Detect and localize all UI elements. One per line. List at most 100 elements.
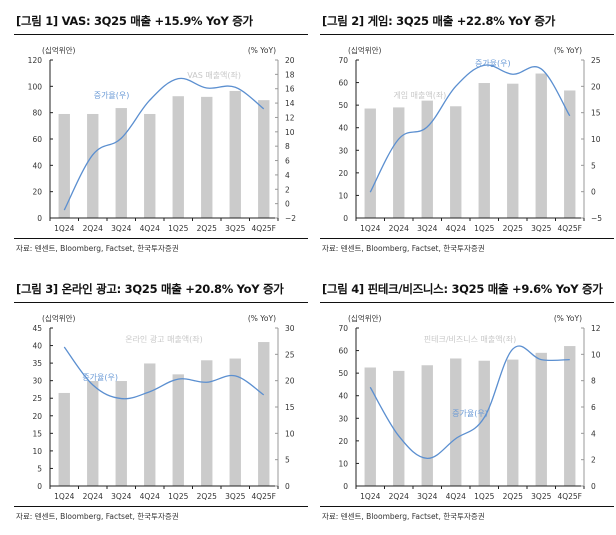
x-tick-label: 4Q24: [446, 224, 466, 233]
left-tick-label: 100: [28, 82, 43, 91]
bar-series-label: VAS 매출액(좌): [187, 70, 241, 80]
right-tick-label: 20: [285, 377, 295, 386]
bar-3Q25: [229, 90, 241, 218]
bar-3Q24: [421, 100, 433, 218]
left-axis-unit: (십억위안): [348, 313, 382, 323]
bar-1Q24: [58, 113, 70, 218]
right-tick-label: 16: [285, 85, 295, 94]
bar-1Q25: [172, 374, 184, 486]
right-tick-label: 5: [591, 161, 596, 170]
source-rule: [320, 506, 614, 507]
right-tick-label: 30: [285, 324, 295, 333]
x-tick-label: 4Q24: [140, 492, 160, 501]
source-rule: [320, 238, 614, 239]
left-tick-label: 30: [32, 377, 42, 386]
chart-4: (십억위안) (% YoY) 0 10 20 30 40 50 60 70 0 2 4 6 8 10 12 1Q2…: [338, 313, 600, 501]
left-tick-label: 20: [32, 188, 42, 197]
bar-series-label: 온라인 광고 매출액(좌): [125, 334, 203, 344]
right-tick-label: 14: [285, 99, 295, 108]
line-series-label: 증가율(우): [94, 91, 130, 100]
figure-title: [그림 4] 핀테크/비즈니스: 3Q25 매출 +9.6% YoY 증가: [322, 282, 603, 296]
right-tick-label: 12: [285, 113, 295, 122]
left-axis-unit: (십억위안): [42, 313, 76, 323]
right-tick-label: 18: [285, 70, 295, 79]
bar-2Q24: [87, 113, 99, 218]
title-rule: [320, 302, 614, 303]
x-tick-label: 2Q25: [197, 224, 217, 233]
left-tick-label: 25: [32, 394, 42, 403]
left-tick-label: 20: [338, 437, 348, 446]
right-tick-label: 8: [285, 142, 290, 151]
title-rule: [14, 302, 308, 303]
right-tick-label: 25: [591, 56, 601, 65]
left-tick-label: 120: [28, 56, 43, 65]
right-tick-label: 0: [591, 188, 596, 197]
left-tick-label: 20: [338, 169, 348, 178]
right-tick-label: 25: [285, 350, 295, 359]
figure-title: [그림 2] 게임: 3Q25 매출 +22.8% YoY 증가: [322, 14, 555, 28]
x-tick-label: 2Q25: [197, 492, 217, 501]
x-tick-label: 2Q24: [83, 492, 103, 501]
right-tick-label: 8: [591, 377, 596, 386]
x-tick-label: 3Q24: [417, 492, 437, 501]
right-tick-label: 10: [591, 135, 601, 144]
right-tick-label: 10: [285, 128, 295, 137]
left-tick-label: 35: [32, 359, 42, 368]
right-axis-unit: (% YoY): [248, 46, 276, 55]
figure-1: [그림 1] VAS: 3Q25 매출 +15.9% YoY 증가 (십억위안)…: [8, 0, 308, 262]
left-tick-label: 70: [338, 324, 348, 333]
bar-2Q25: [507, 359, 519, 486]
bar-4Q25F: [258, 342, 270, 486]
right-tick-label: 20: [591, 82, 601, 91]
x-tick-label: 1Q25: [474, 492, 494, 501]
x-tick-label: 3Q25: [531, 492, 551, 501]
title-rule: [14, 34, 308, 35]
left-tick-label: 10: [32, 447, 42, 456]
growth-rate-line: [369, 345, 570, 460]
x-tick-label: 1Q24: [360, 492, 380, 501]
left-tick-label: 0: [37, 214, 42, 223]
line-series-label: 증가율(우): [452, 409, 488, 418]
x-tick-label: 4Q24: [446, 492, 466, 501]
chart-1: (십억위안) (% YoY) 0 20 40 60 80 100 120 −2 0 2 4 6 8 10 12 1…: [28, 45, 297, 233]
x-tick-label: 3Q24: [417, 224, 437, 233]
growth-rate-line: [369, 64, 571, 193]
x-tick-label: 1Q25: [474, 224, 494, 233]
left-tick-label: 40: [338, 124, 348, 133]
x-tick-label: 1Q24: [54, 492, 74, 501]
figure-3: [그림 3] 온라인 광고: 3Q25 매출 +20.8% YoY 증가 (십억…: [8, 268, 308, 530]
x-tick-label: 1Q25: [168, 492, 188, 501]
x-tick-label: 4Q24: [140, 224, 160, 233]
left-tick-label: 70: [338, 56, 348, 65]
left-tick-label: 10: [338, 459, 348, 468]
growth-rate-line: [63, 346, 265, 400]
x-tick-label: 2Q25: [503, 224, 523, 233]
x-tick-label: 3Q25: [225, 492, 245, 501]
bar-3Q24: [421, 365, 433, 486]
bar-3Q24: [115, 381, 127, 486]
chart-2: (십억위안) (% YoY) 0 10 20 30 40 50 60 70 −5 0 5 10 15 20 25…: [338, 45, 602, 233]
left-tick-label: 80: [32, 109, 42, 118]
left-tick-label: 40: [32, 342, 42, 351]
bar-1Q25: [478, 83, 490, 218]
source-note: 자료: 텐센트, Bloomberg, Factset, 한국투자증권: [16, 512, 179, 521]
bar-2Q25: [201, 96, 213, 218]
left-tick-label: 50: [338, 101, 348, 110]
bar-3Q24: [115, 108, 127, 218]
bar-1Q24: [58, 392, 70, 486]
right-axis-unit: (% YoY): [554, 314, 582, 323]
right-tick-label: 6: [285, 157, 290, 166]
left-tick-label: 40: [32, 161, 42, 170]
right-tick-label: 15: [591, 109, 601, 118]
x-tick-label: 4Q25F: [557, 224, 582, 233]
left-tick-label: 30: [338, 146, 348, 155]
left-tick-label: 60: [338, 347, 348, 356]
bar-4Q24: [450, 106, 462, 218]
bar-3Q25: [229, 358, 241, 486]
bar-2Q25: [507, 83, 519, 218]
left-tick-label: 60: [338, 79, 348, 88]
x-tick-label: 2Q24: [389, 492, 409, 501]
source-note: 자료: 텐센트, Bloomberg, Factset, 한국투자증권: [322, 244, 485, 253]
growth-rate-line: [63, 77, 265, 211]
left-tick-label: 0: [37, 482, 42, 491]
